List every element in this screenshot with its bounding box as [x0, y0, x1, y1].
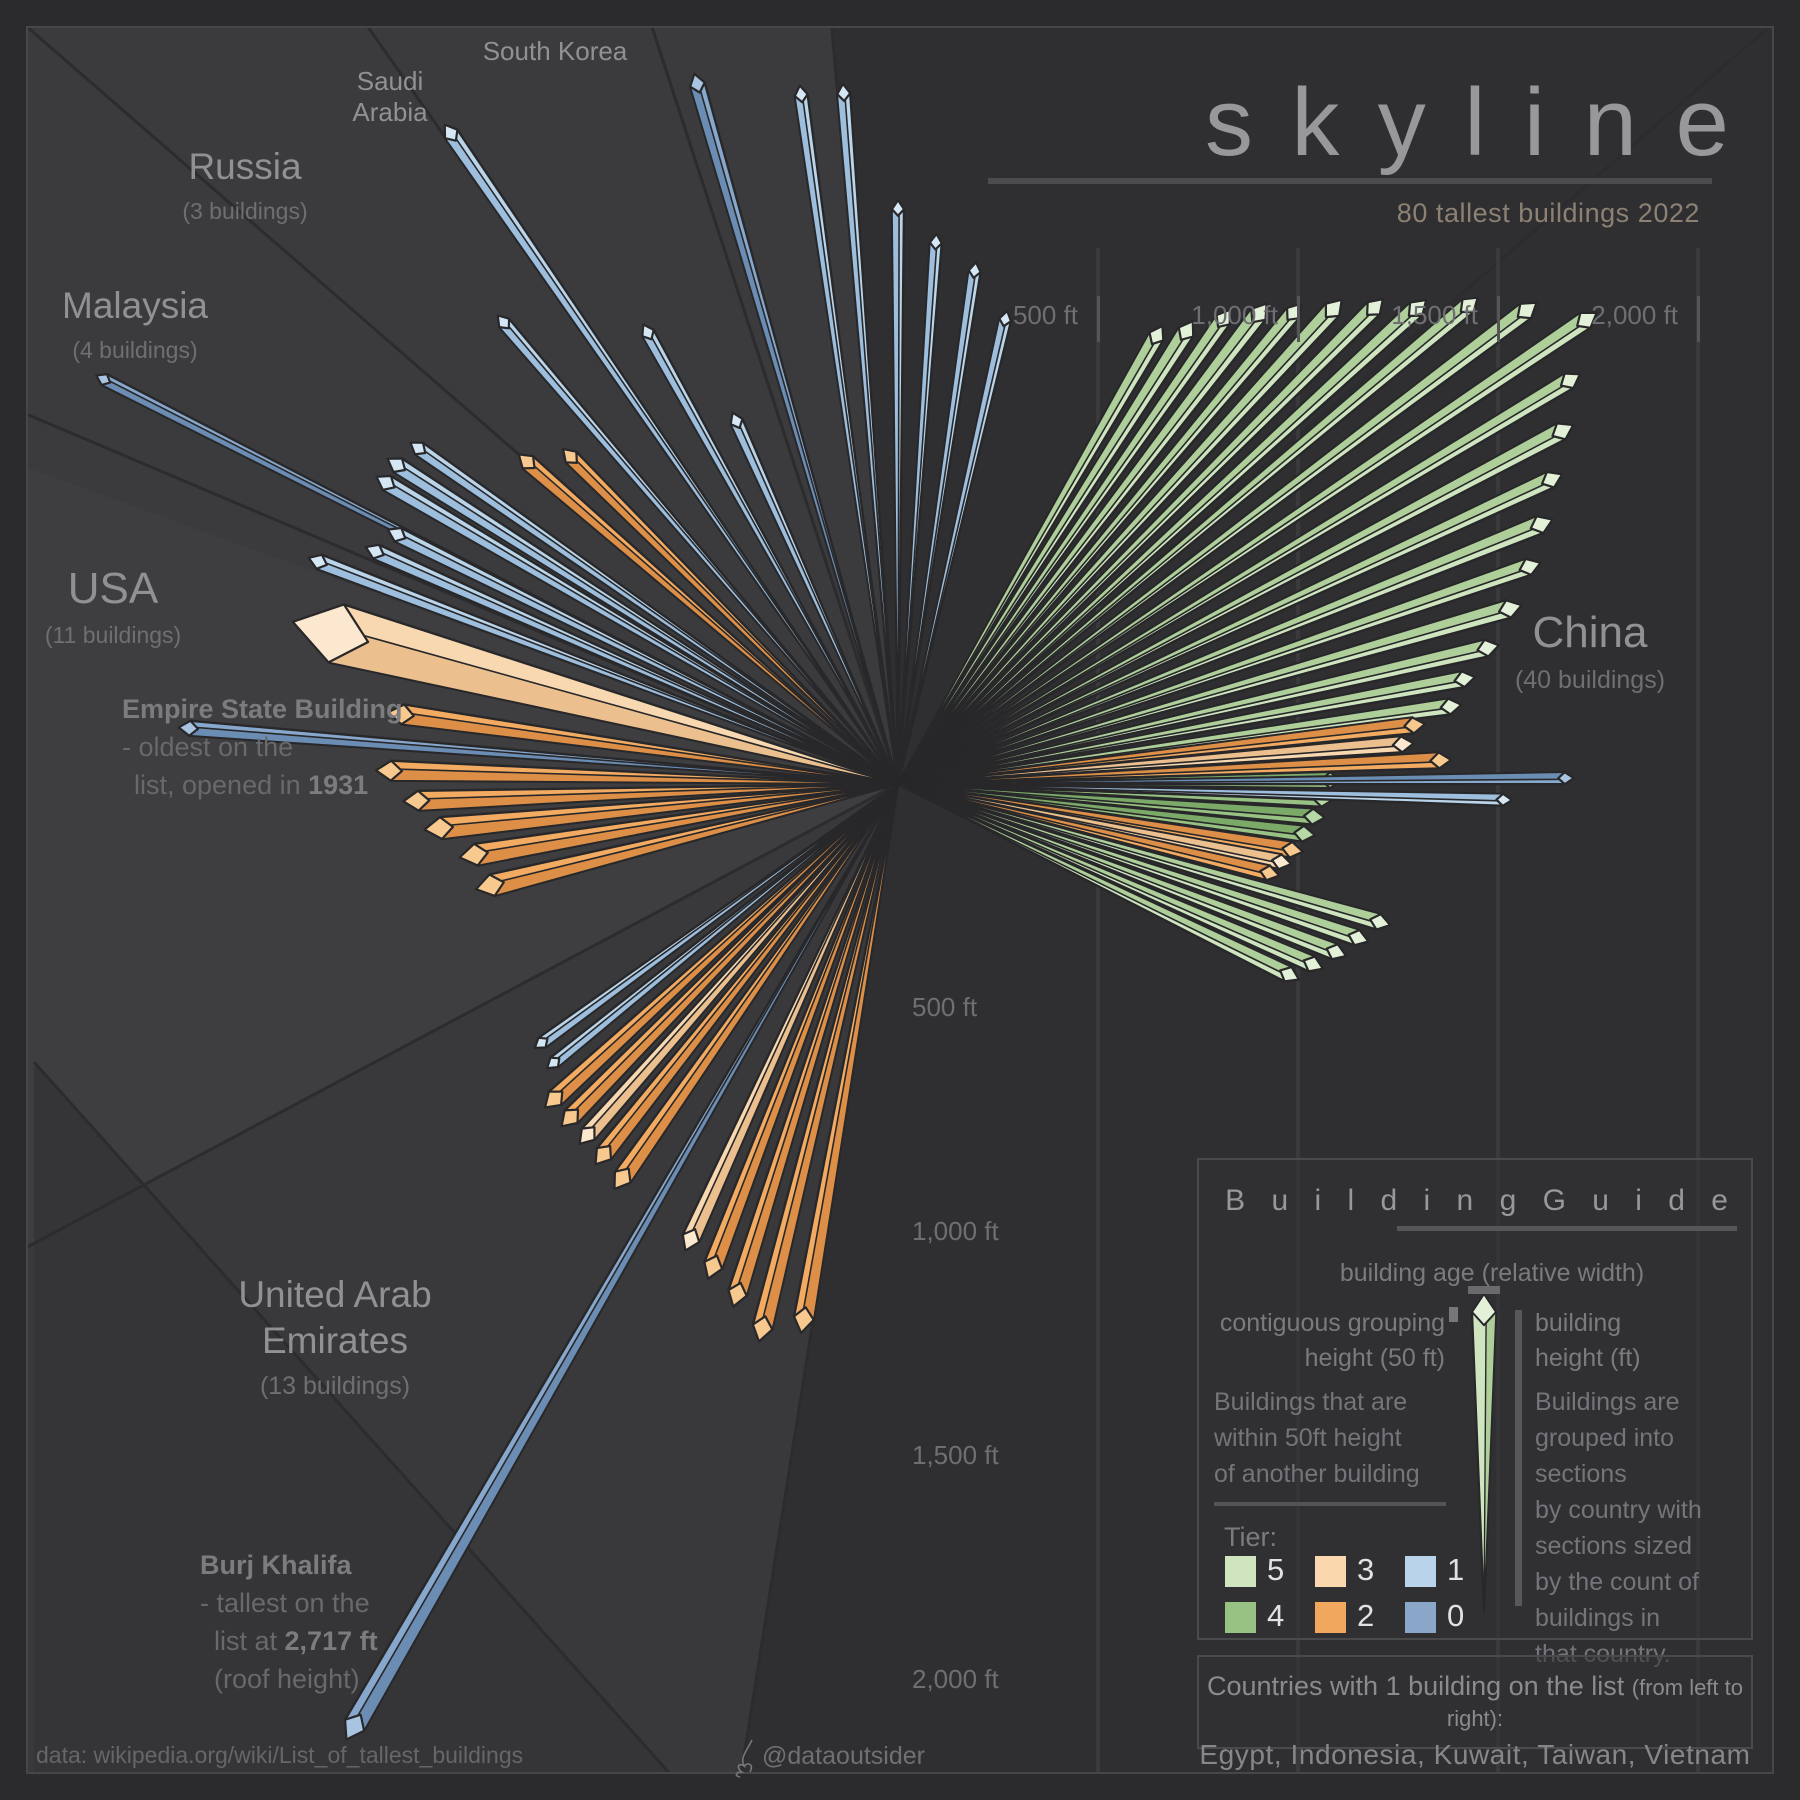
axis-label: 2,000 ft — [912, 1664, 999, 1694]
country-name: China — [1532, 608, 1648, 657]
building-glyph-icon — [1470, 1294, 1498, 1614]
label-saudi-arabia: Saudi Arabia — [295, 48, 485, 146]
guide-height-label: building height (ft) — [1535, 1309, 1641, 1372]
grouping-tick-icon — [1449, 1307, 1458, 1322]
author-credit: @dataoutsider — [728, 1738, 925, 1778]
signature-glyph-icon — [735, 1739, 753, 1778]
country-name: Russia — [188, 146, 302, 187]
axis-label: 2,000 ft — [1591, 300, 1678, 330]
guide-grouping-label: contiguous grouping height (50 ft) — [1219, 1309, 1445, 1372]
label-uae: United Arab Emirates (13 buildings) — [205, 1272, 465, 1401]
building-name: Burj Khalifa — [200, 1550, 352, 1580]
tier-2-swatch — [1315, 1602, 1346, 1633]
building-guide-box: B u i l d i n g G u i d e building age (… — [1197, 1158, 1753, 1668]
roof-height: 2,717 ft — [284, 1626, 378, 1656]
tier-4-swatch — [1225, 1602, 1256, 1633]
axis-tick-icon — [1297, 296, 1300, 342]
country-name: USA — [67, 564, 159, 613]
axis-label: 1,500 ft — [1391, 300, 1478, 330]
country-name: Malaysia — [62, 285, 208, 326]
title-underline — [988, 178, 1712, 184]
axis-label: 500 ft — [1012, 300, 1078, 330]
country-name: United Arab Emirates — [238, 1274, 432, 1361]
data-source: data: wikipedia.org/wiki/List_of_tallest… — [36, 1742, 524, 1768]
tier-legend: 5 3 1 4 2 0 — [1199, 1160, 1751, 1638]
tier-3-swatch — [1315, 1556, 1346, 1587]
label-south-korea: South Korea — [455, 36, 655, 67]
age-width-bar-icon — [1468, 1286, 1500, 1294]
guide-right-paragraph: Buildings are grouped into sections by c… — [1535, 1388, 1702, 1668]
country-name: South Korea — [482, 36, 628, 66]
height-bracket-icon — [1515, 1310, 1522, 1606]
guide-divider — [1214, 1502, 1446, 1506]
annotation-empire-state: Empire State Building - oldest on the li… — [122, 694, 403, 800]
year-opened: 1931 — [308, 770, 369, 800]
label-malaysia: Malaysia (4 buildings) — [35, 283, 235, 364]
label-china: China (40 buildings) — [1495, 608, 1685, 695]
guide-title: B u i l d i n g G u i d e — [1225, 1184, 1737, 1217]
axis-label: 1,000 ft — [912, 1216, 999, 1246]
tier-1-label: 1 — [1447, 1552, 1465, 1587]
annotation-burj-khalifa: Burj Khalifa - tallest on the list at 2,… — [200, 1550, 378, 1694]
tier-0-label: 0 — [1447, 1598, 1465, 1633]
guide-age-label: building age (relative width) — [1339, 1259, 1645, 1287]
tier-1-swatch — [1405, 1556, 1436, 1587]
label-russia: Russia (3 buildings) — [145, 144, 345, 225]
tier-4-label: 4 — [1267, 1598, 1285, 1633]
tier-5-label: 5 — [1267, 1552, 1285, 1587]
guide-title-underline — [1397, 1226, 1737, 1231]
single-countries-box: Countries with 1 building on the list (f… — [1197, 1655, 1753, 1770]
tier-0-swatch — [1405, 1602, 1436, 1633]
country-count: (40 buildings) — [1514, 666, 1666, 694]
guide-left-paragraph: Buildings that are within 50ft height of… — [1214, 1388, 1420, 1488]
country-count: (13 buildings) — [259, 1372, 411, 1400]
axis-label: 1,000 ft — [1191, 300, 1278, 330]
axis-tick-icon — [1697, 296, 1700, 342]
country-name: Saudi Arabia — [352, 66, 428, 127]
building-name: Empire State Building — [122, 694, 403, 724]
axis-tick-icon — [1097, 296, 1100, 342]
page-subtitle: 80 tallest buildings 2022 — [1396, 198, 1700, 228]
country-count: (3 buildings) — [182, 198, 308, 224]
tier-5-swatch — [1225, 1556, 1256, 1587]
single-countries-list: Egypt, Indonesia, Kuwait, Taiwan, Vietna… — [1199, 1739, 1751, 1770]
axis-tick-icon — [1497, 296, 1500, 342]
country-count: (11 buildings) — [44, 622, 182, 648]
single-countries-heading: Countries with 1 building on the list (f… — [1207, 1671, 1743, 1731]
axis-label: 500 ft — [912, 992, 978, 1022]
country-count: (4 buildings) — [72, 337, 198, 363]
tier-2-label: 2 — [1357, 1598, 1375, 1633]
page-title: skyline — [1205, 69, 1768, 176]
label-usa: USA (11 buildings) — [28, 564, 198, 649]
tier-3-label: 3 — [1357, 1552, 1375, 1587]
tier-legend-label: Tier: — [1224, 1522, 1277, 1552]
axis-label: 1,500 ft — [912, 1440, 999, 1470]
